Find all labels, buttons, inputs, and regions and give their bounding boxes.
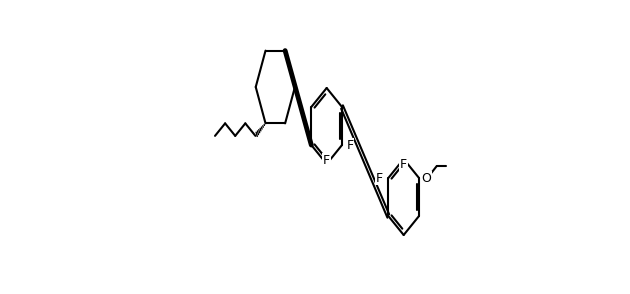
Text: F: F	[400, 158, 407, 171]
Text: F: F	[375, 171, 382, 185]
Text: O: O	[421, 171, 431, 185]
Text: F: F	[323, 154, 330, 167]
Text: F: F	[346, 138, 354, 151]
